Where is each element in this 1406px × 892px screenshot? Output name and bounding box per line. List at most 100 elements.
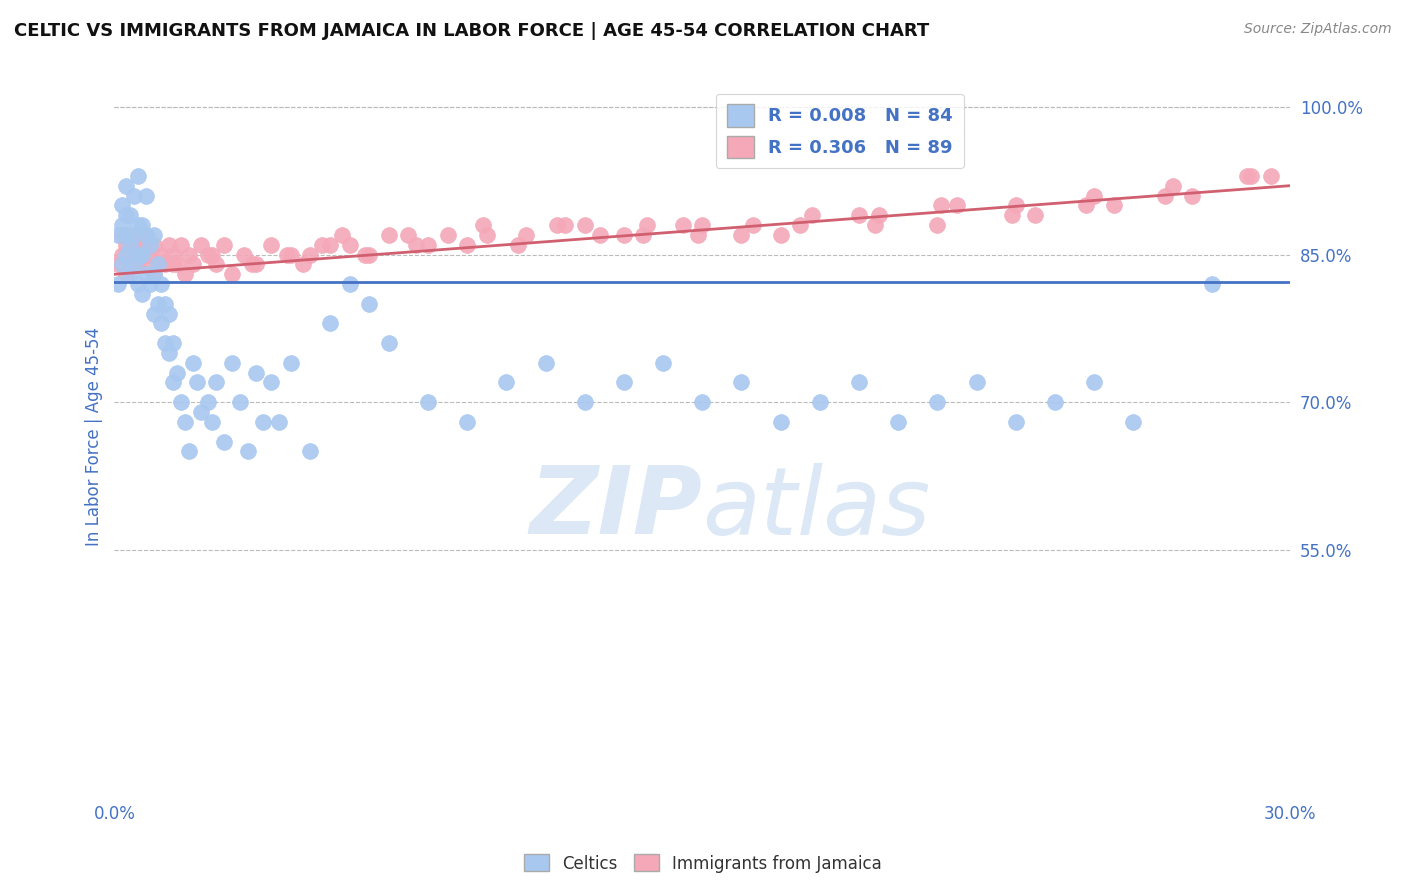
Point bbox=[769, 415, 792, 429]
Point bbox=[613, 376, 636, 390]
Point bbox=[122, 227, 145, 242]
Point bbox=[120, 208, 142, 222]
Point bbox=[966, 376, 988, 390]
Point bbox=[927, 395, 949, 409]
Point bbox=[236, 444, 259, 458]
Point bbox=[1004, 415, 1026, 429]
Point bbox=[245, 257, 267, 271]
Point bbox=[1076, 198, 1098, 212]
Point bbox=[789, 218, 811, 232]
Point bbox=[377, 227, 399, 242]
Point bbox=[946, 198, 969, 212]
Point bbox=[205, 376, 228, 390]
Point bbox=[471, 218, 494, 232]
Point bbox=[574, 395, 596, 409]
Point bbox=[330, 227, 353, 242]
Point bbox=[127, 227, 149, 242]
Point bbox=[190, 237, 212, 252]
Point bbox=[232, 247, 254, 261]
Point bbox=[808, 395, 831, 409]
Point bbox=[162, 257, 184, 271]
Point bbox=[150, 247, 173, 261]
Point bbox=[155, 297, 177, 311]
Point bbox=[120, 237, 142, 252]
Point bbox=[396, 227, 419, 242]
Point bbox=[142, 267, 165, 281]
Point bbox=[354, 247, 377, 261]
Point bbox=[252, 415, 274, 429]
Point bbox=[115, 227, 138, 242]
Point bbox=[1102, 198, 1125, 212]
Point bbox=[186, 376, 208, 390]
Point bbox=[554, 218, 576, 232]
Point bbox=[868, 208, 890, 222]
Point bbox=[456, 415, 478, 429]
Point bbox=[135, 267, 157, 281]
Point bbox=[1161, 178, 1184, 193]
Point bbox=[177, 444, 200, 458]
Point bbox=[311, 237, 333, 252]
Point bbox=[769, 227, 792, 242]
Point bbox=[931, 198, 953, 212]
Point bbox=[1236, 169, 1258, 183]
Point bbox=[115, 178, 138, 193]
Point bbox=[927, 218, 949, 232]
Point bbox=[155, 257, 177, 271]
Point bbox=[636, 218, 658, 232]
Point bbox=[135, 227, 157, 242]
Point bbox=[260, 237, 283, 252]
Point bbox=[146, 257, 169, 271]
Point bbox=[201, 247, 224, 261]
Point bbox=[138, 237, 160, 252]
Point bbox=[170, 395, 193, 409]
Point bbox=[142, 267, 165, 281]
Point bbox=[197, 247, 219, 261]
Point bbox=[688, 227, 710, 242]
Point bbox=[229, 395, 252, 409]
Legend: R = 0.008   N = 84, R = 0.306   N = 89: R = 0.008 N = 84, R = 0.306 N = 89 bbox=[716, 94, 963, 169]
Point bbox=[107, 227, 129, 242]
Point bbox=[115, 267, 138, 281]
Point bbox=[142, 307, 165, 321]
Point bbox=[197, 395, 219, 409]
Point bbox=[291, 257, 314, 271]
Point bbox=[142, 237, 165, 252]
Point bbox=[730, 376, 752, 390]
Point bbox=[1240, 169, 1263, 183]
Point bbox=[170, 237, 193, 252]
Point bbox=[1201, 277, 1223, 291]
Point bbox=[150, 317, 173, 331]
Text: atlas: atlas bbox=[702, 463, 931, 554]
Point bbox=[146, 257, 169, 271]
Point bbox=[690, 218, 713, 232]
Point bbox=[672, 218, 695, 232]
Point bbox=[742, 218, 765, 232]
Point bbox=[359, 297, 381, 311]
Text: Source: ZipAtlas.com: Source: ZipAtlas.com bbox=[1244, 22, 1392, 37]
Point bbox=[1043, 395, 1066, 409]
Point bbox=[863, 218, 886, 232]
Point bbox=[157, 346, 180, 360]
Point bbox=[177, 247, 200, 261]
Point bbox=[652, 356, 675, 370]
Point bbox=[221, 356, 243, 370]
Point bbox=[730, 227, 752, 242]
Point bbox=[157, 307, 180, 321]
Point bbox=[131, 247, 153, 261]
Point bbox=[212, 237, 235, 252]
Point bbox=[201, 415, 224, 429]
Point bbox=[122, 188, 145, 202]
Point bbox=[111, 257, 134, 271]
Point bbox=[138, 277, 160, 291]
Point bbox=[120, 267, 142, 281]
Point bbox=[319, 237, 342, 252]
Point bbox=[111, 227, 134, 242]
Point bbox=[127, 277, 149, 291]
Point bbox=[1004, 198, 1026, 212]
Point bbox=[1260, 169, 1282, 183]
Point bbox=[613, 227, 636, 242]
Point bbox=[633, 227, 655, 242]
Point bbox=[166, 257, 188, 271]
Point bbox=[436, 227, 458, 242]
Point bbox=[416, 395, 439, 409]
